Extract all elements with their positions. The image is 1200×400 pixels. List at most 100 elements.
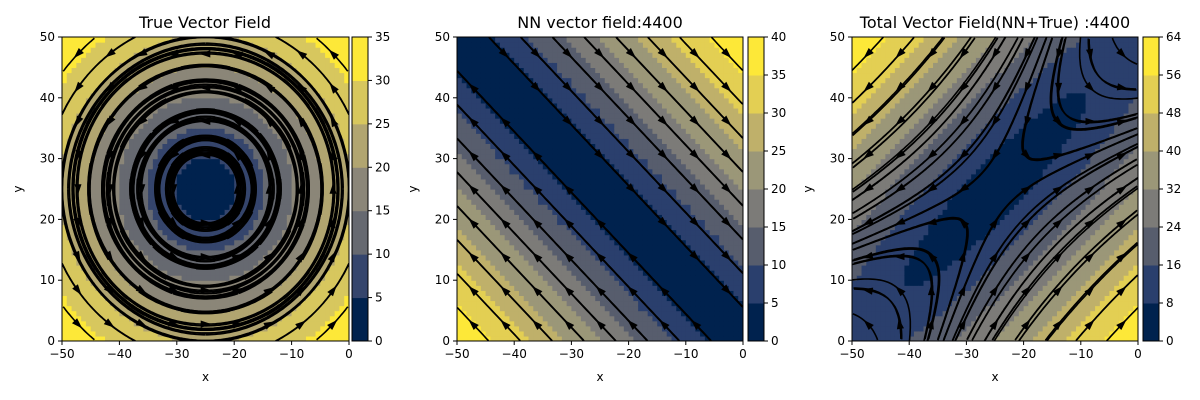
stream-arrow bbox=[327, 285, 337, 297]
streamline bbox=[852, 37, 914, 104]
stream-arrow bbox=[1052, 252, 1063, 263]
stream-arrow bbox=[296, 83, 308, 94]
y-tick-label: 20 bbox=[435, 212, 450, 226]
colorbar-band bbox=[352, 297, 368, 342]
panel-2-title: NN vector field:4400 bbox=[517, 13, 683, 32]
stream-arrow bbox=[927, 284, 935, 296]
streamline bbox=[991, 185, 1138, 341]
stream-arrow bbox=[295, 286, 306, 297]
y-tick-label: 10 bbox=[830, 273, 845, 287]
colorbar-tick-label: 5 bbox=[375, 291, 383, 305]
colorbar-tick-label: 20 bbox=[771, 182, 786, 196]
stream-arrow bbox=[263, 252, 274, 263]
stream-arrow bbox=[862, 217, 874, 226]
panel-nn-field: NN vector field:4400 −50 −40 −30 −20 −10 0 0 10… bbox=[406, 13, 786, 384]
streamline bbox=[457, 206, 585, 341]
stream-arrow bbox=[895, 81, 906, 92]
y-tick-label: 40 bbox=[40, 91, 55, 105]
streamlines bbox=[852, 37, 1138, 341]
y-tick-label: 0 bbox=[442, 334, 450, 348]
colorbar-band bbox=[1143, 37, 1159, 76]
stream-arrow bbox=[595, 319, 606, 330]
streamline bbox=[852, 37, 1006, 201]
colorbar-band bbox=[352, 167, 368, 212]
stream-arrow bbox=[927, 81, 938, 93]
streamline bbox=[276, 262, 349, 341]
colorbar-band bbox=[748, 189, 764, 228]
streamline bbox=[468, 82, 712, 341]
stream-arrow bbox=[297, 183, 305, 194]
stream-arrow bbox=[927, 47, 938, 59]
stream-arrow bbox=[327, 251, 336, 263]
y-tick-label: 30 bbox=[830, 152, 845, 166]
colorbar-tick-label: 35 bbox=[375, 30, 390, 44]
axes-frame bbox=[456, 36, 744, 342]
stream-arrow bbox=[73, 48, 84, 59]
streamline bbox=[1075, 275, 1138, 341]
stream-arrow bbox=[328, 49, 339, 60]
stream-arrow bbox=[468, 319, 479, 330]
colorbar: 0 8 16 24 32 40 48 56 64 bbox=[1142, 30, 1181, 348]
stream-arrow bbox=[233, 183, 241, 194]
panel-1-title: True Vector Field bbox=[138, 13, 271, 32]
stream-arrow bbox=[926, 183, 938, 193]
colorbar-band bbox=[352, 254, 368, 299]
colorbar-band bbox=[1143, 227, 1159, 266]
colorbar-tick-label: 40 bbox=[1166, 144, 1181, 158]
x-tick-label: −20 bbox=[616, 347, 641, 361]
stream-arrow bbox=[991, 47, 1001, 59]
colorbar-band bbox=[352, 123, 368, 168]
streamline bbox=[500, 49, 743, 308]
colorbar-band bbox=[748, 303, 764, 342]
colorbar: 0 5 10 15 20 25 30 35 bbox=[351, 30, 390, 348]
y-tick-label: 20 bbox=[40, 212, 55, 226]
streamline bbox=[457, 105, 680, 341]
stream-arrow bbox=[927, 115, 938, 126]
stream-arrow bbox=[927, 252, 938, 263]
stream-arrow bbox=[1053, 152, 1065, 160]
colorbar-tick-label: 8 bbox=[1166, 296, 1174, 310]
contour-fill bbox=[457, 37, 743, 341]
stream-arrow bbox=[297, 116, 307, 128]
colorbar-band bbox=[1143, 151, 1159, 190]
streamline bbox=[521, 37, 743, 274]
streamline bbox=[583, 37, 743, 207]
colorbar-tick-label: 30 bbox=[771, 106, 786, 120]
colorbar-band bbox=[748, 37, 764, 76]
streamline bbox=[679, 37, 743, 105]
streamline bbox=[276, 37, 349, 116]
stream-arrow bbox=[1116, 252, 1127, 263]
colorbar-band bbox=[352, 37, 368, 81]
stream-arrow bbox=[532, 319, 543, 330]
streamline bbox=[853, 254, 933, 341]
stream-arrow bbox=[1084, 81, 1095, 92]
colorbar-tick-label: 15 bbox=[771, 220, 786, 234]
stream-arrow bbox=[1084, 219, 1095, 229]
y-tick-label: 20 bbox=[830, 212, 845, 226]
stream-arrow bbox=[1024, 48, 1033, 60]
stream-arrow bbox=[265, 117, 276, 128]
stream-arrow bbox=[958, 183, 970, 193]
stream-arrow bbox=[721, 284, 732, 295]
stream-arrow bbox=[627, 319, 638, 330]
colorbar-band bbox=[352, 80, 368, 125]
axes-frame bbox=[61, 36, 350, 342]
streamline bbox=[852, 38, 975, 169]
stream-arrow bbox=[105, 81, 116, 92]
colorbar-tick-label: 24 bbox=[1166, 220, 1181, 234]
stream-arrow bbox=[991, 81, 1001, 93]
colorbar-tick-label: 5 bbox=[771, 296, 779, 310]
colorbar-band bbox=[748, 151, 764, 190]
x-tick-label: −30 bbox=[954, 347, 979, 361]
streamline bbox=[457, 171, 617, 341]
stream-arrow bbox=[167, 216, 178, 227]
stream-arrow bbox=[1116, 319, 1127, 330]
stream-arrow bbox=[1052, 218, 1064, 229]
streamline bbox=[616, 37, 743, 173]
streamline bbox=[852, 38, 1024, 220]
streamline bbox=[852, 38, 1035, 233]
stream-arrow bbox=[1116, 83, 1128, 91]
stream-arrow bbox=[103, 284, 115, 295]
x-tick-label: −30 bbox=[164, 347, 189, 361]
